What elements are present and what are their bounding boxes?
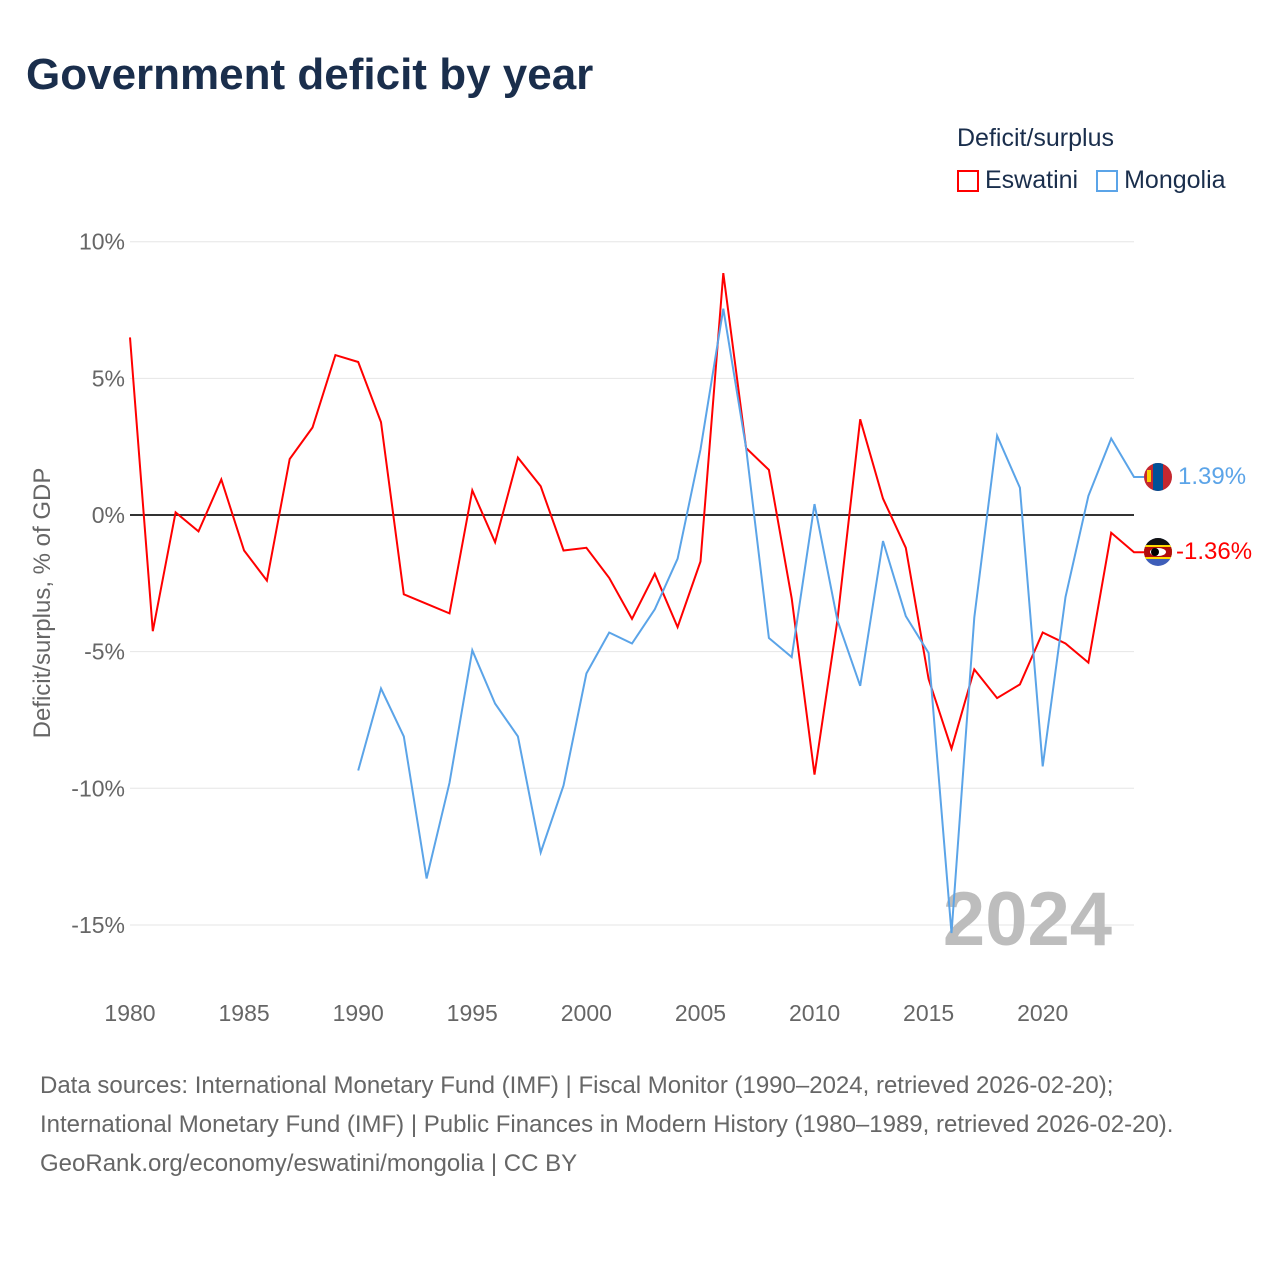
- y-tick-label: 0%: [92, 502, 125, 528]
- x-tick-label: 1990: [333, 1000, 384, 1026]
- mongolia-end-label: 1.39%: [1178, 463, 1246, 490]
- legend-item-mongolia[interactable]: Mongolia: [1096, 166, 1226, 195]
- legend-title: Deficit/surplus: [957, 124, 1114, 152]
- legend-swatch: [1096, 169, 1119, 192]
- y-tick-label: -5%: [84, 639, 125, 665]
- eswatini-flag-icon: [1144, 538, 1172, 566]
- data-sources: Data sources: International Monetary Fun…: [40, 1072, 1174, 1138]
- legend-label: Eswatini: [985, 166, 1079, 194]
- mongolia-flag-icon: [1144, 463, 1172, 491]
- y-tick-label: -15%: [71, 912, 125, 938]
- y-tick-label: 5%: [92, 365, 125, 391]
- source-link[interactable]: GeoRank.org/economy/eswatini/mongolia | …: [40, 1150, 578, 1177]
- footer: Data sources: International Monetary Fun…: [40, 1066, 1240, 1183]
- eswatini-end-label: -1.36%: [1176, 538, 1252, 565]
- legend-swatch: [957, 169, 979, 192]
- series-line-eswatini: [129, 272, 1144, 775]
- x-tick-label: 2000: [561, 1000, 612, 1026]
- year-watermark: 2024: [943, 877, 1112, 962]
- x-tick-label: 1980: [104, 1000, 155, 1026]
- y-tick-label: 10%: [79, 229, 125, 255]
- series-line-mongolia: [357, 308, 1144, 934]
- x-tick-label: 1985: [219, 1000, 270, 1026]
- x-tick-label: 2015: [903, 1000, 954, 1026]
- x-tick-label: 2005: [675, 1000, 726, 1026]
- legend: Eswatini Mongolia: [957, 166, 1226, 195]
- y-tick-label: -10%: [71, 775, 125, 801]
- x-tick-label: 2020: [1017, 1000, 1068, 1026]
- x-tick-label: 1995: [447, 1000, 498, 1026]
- x-tick-label: 2010: [789, 1000, 840, 1026]
- y-axis-label: Deficit/surplus, % of GDP: [29, 468, 56, 739]
- legend-label: Mongolia: [1124, 166, 1226, 194]
- legend-item-eswatini[interactable]: Eswatini: [957, 166, 1078, 195]
- chart-title: Government deficit by year: [26, 50, 594, 99]
